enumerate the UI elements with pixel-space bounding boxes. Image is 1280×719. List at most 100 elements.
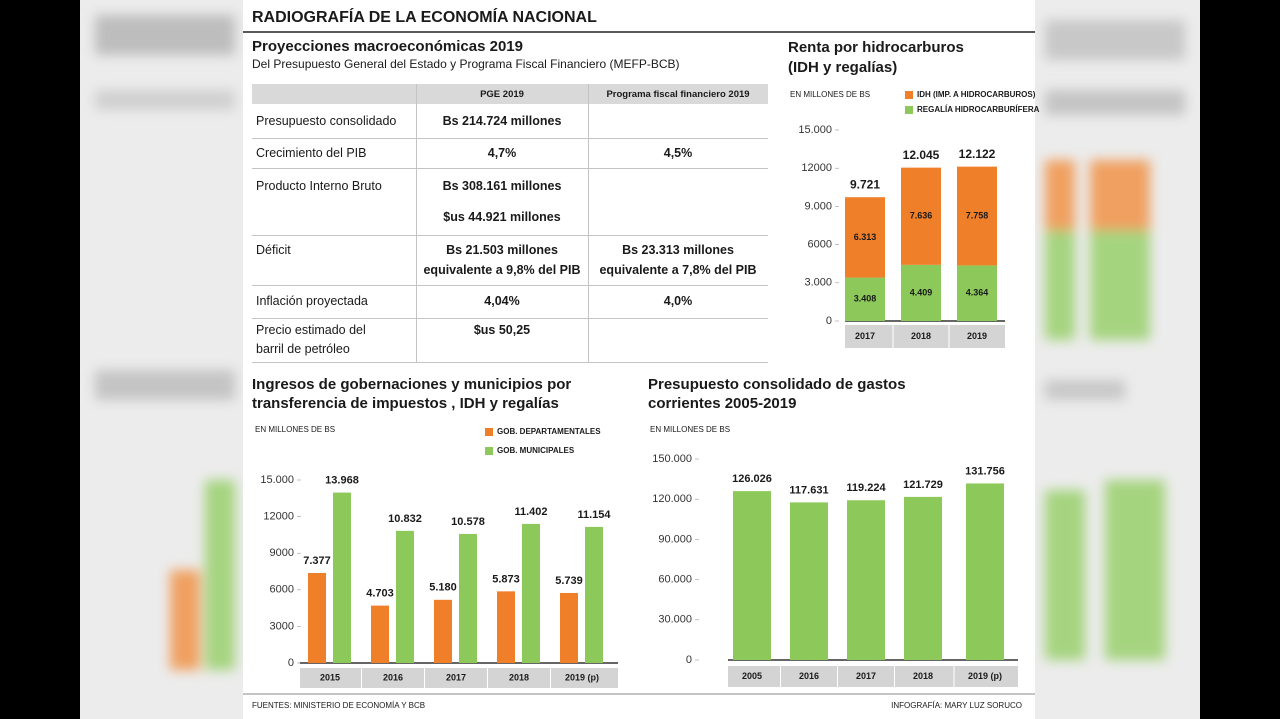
- bar: [847, 500, 885, 660]
- bar: [966, 483, 1004, 660]
- x-tick-label: 2018: [913, 671, 933, 681]
- header-cell: [252, 84, 416, 104]
- cell-text: Precio estimado del: [256, 323, 366, 337]
- x-tick-label: 2019 (p): [968, 671, 1002, 681]
- cell-text: Producto Interno Bruto: [256, 178, 382, 193]
- chart-title: Presupuesto consolidado de gastos: [648, 376, 906, 393]
- value-label: 5.873: [492, 573, 520, 585]
- row-line: [252, 168, 768, 169]
- y-tick-label: 120.000: [652, 493, 692, 505]
- row-line: [252, 138, 768, 139]
- bar: [459, 533, 477, 663]
- page-title: RADIOGRAFÍA DE LA ECONOMÍA NACIONAL: [252, 7, 597, 26]
- cell-text: Bs 21.503 millones: [446, 243, 558, 257]
- value-label: 6.313: [854, 232, 877, 242]
- row-label: Presupuesto consolidado: [252, 104, 416, 138]
- cell: Bs 214.724 millones: [416, 104, 588, 138]
- bar: [733, 491, 771, 660]
- cell-text: Crecimiento del PIB: [256, 146, 367, 160]
- x-tick-label: 2018: [509, 672, 529, 682]
- unit-label: EN MILLONES DE BS: [650, 425, 730, 434]
- bar-segment: [957, 166, 997, 266]
- chart-title: Renta por hidrocarburos: [788, 39, 964, 56]
- chart-title: Ingresos de gobernaciones y municipios p…: [252, 376, 571, 393]
- chart-title: corrientes 2005-2019: [648, 395, 796, 412]
- y-tick-label: 0: [826, 315, 832, 327]
- table-title: Proyecciones macroeconómicas 2019: [252, 38, 523, 55]
- x-tick-label: 2019: [967, 331, 987, 341]
- row-label: Producto Interno Bruto: [252, 168, 416, 235]
- row-label: Inflación proyectada: [252, 285, 416, 318]
- bar: [790, 502, 828, 660]
- value-label: 131.756: [965, 465, 1005, 477]
- value-label: 4.409: [910, 287, 933, 297]
- cell-text: equivalente a 9,8% del PIB: [423, 263, 581, 277]
- cell-text: equivalente a 7,8% del PIB: [599, 263, 757, 277]
- row-line: [252, 285, 768, 286]
- value-label: 5.180: [429, 582, 457, 594]
- cell-text: 4,04%: [484, 294, 520, 308]
- blurred-side: [95, 15, 1185, 670]
- credit: INFOGRAFÍA: MARY LUZ SORUCO: [891, 701, 1022, 710]
- column-header-text: Programa fiscal financiero 2019: [606, 88, 750, 100]
- y-tick-label: 15.000: [260, 474, 294, 486]
- column-line: [416, 84, 417, 362]
- table-subtitle: Del Presupuesto General del Estado y Pro…: [252, 57, 680, 71]
- bar: [560, 592, 578, 663]
- y-tick-label: 6000: [808, 239, 832, 251]
- x-tick-label: 2016: [799, 671, 819, 681]
- x-tick-label: 2017: [856, 671, 876, 681]
- bar: [396, 530, 414, 663]
- y-tick-label: 12000: [801, 162, 832, 174]
- bar: [371, 605, 389, 663]
- bar: [308, 573, 326, 663]
- bar-segment: [901, 167, 941, 265]
- cell: Bs 21.503 millones equivalente a 9,8% del…: [416, 235, 588, 285]
- row-label: Precio estimado del barril de petróleo: [252, 318, 416, 362]
- x-tick-label: 2017: [855, 331, 875, 341]
- column-header-text: PGE 2019: [480, 88, 524, 100]
- cell-text: Inflación proyectada: [256, 294, 368, 308]
- bar: [333, 492, 351, 663]
- cell: Bs 23.313 millones equivalente a 7,8% del…: [588, 235, 768, 285]
- sources: FUENTES: MINISTERIO DE ECONOMÍA Y BCB: [252, 701, 425, 710]
- cell-text: $us 50,25: [473, 323, 531, 337]
- cell: $us 50,25: [416, 318, 588, 362]
- bar: [585, 526, 603, 663]
- bar: [497, 591, 515, 663]
- cell-text: Déficit: [256, 243, 291, 257]
- cell: [588, 318, 768, 362]
- y-tick-label: 0: [686, 654, 692, 666]
- value-label: 3.408: [854, 294, 877, 304]
- value-label: 126.026: [732, 473, 772, 485]
- value-label: 4.364: [966, 288, 989, 298]
- cell-text: Bs 308.161 millones: [442, 178, 562, 193]
- cell-text: 4,0%: [663, 294, 693, 308]
- column-header: PGE 2019: [416, 84, 588, 104]
- legend-swatch: [905, 106, 913, 114]
- legend-label: IDH (IMP. A HIDROCARBUROS): [917, 90, 1036, 99]
- column-line: [588, 84, 589, 362]
- x-tick-label: 2018: [911, 331, 931, 341]
- cell: 4,7%: [416, 138, 588, 168]
- y-tick-label: 9.000: [804, 200, 832, 212]
- column-header: Programa fiscal financiero 2019: [588, 84, 768, 104]
- x-tick-label: 2016: [383, 672, 403, 682]
- x-tick-label: 2005: [742, 671, 762, 681]
- legend-swatch: [485, 447, 493, 455]
- y-tick-label: 3000: [270, 620, 294, 632]
- y-tick-label: 60.000: [658, 574, 692, 586]
- category-band: [728, 666, 1018, 687]
- bar: [522, 523, 540, 663]
- legend-swatch: [905, 91, 913, 99]
- value-label: 7.636: [910, 211, 933, 221]
- category-band: [300, 668, 618, 688]
- unit-label: EN MILLONES DE BS: [790, 90, 870, 99]
- y-tick-label: 12000: [263, 511, 294, 523]
- bar-segment: [845, 277, 885, 321]
- row-line: [252, 362, 768, 363]
- row-label: Crecimiento del PIB: [252, 138, 416, 168]
- y-tick-label: 150.000: [652, 453, 692, 465]
- total-label: 12.045: [903, 148, 940, 162]
